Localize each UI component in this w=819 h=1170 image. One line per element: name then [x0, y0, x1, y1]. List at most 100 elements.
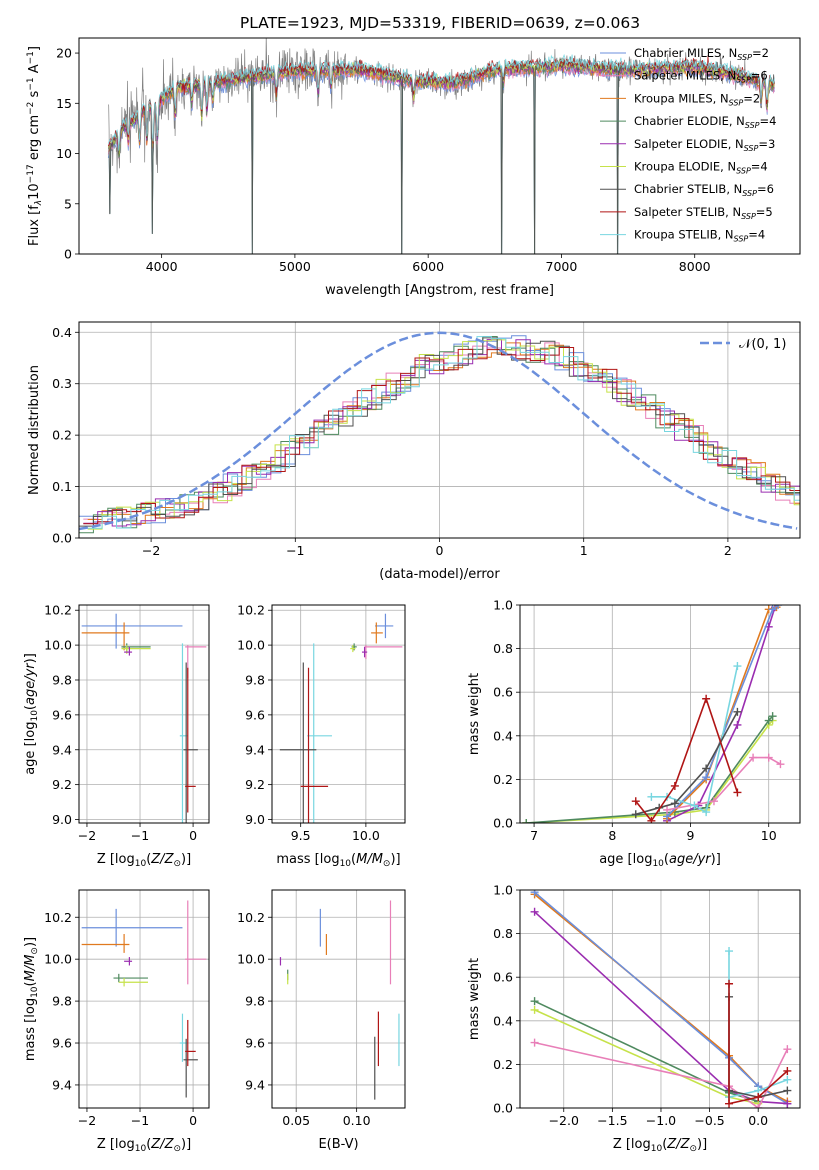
y-tick-label: 0.8	[493, 926, 513, 941]
weight-marker	[733, 707, 742, 716]
spectrum-plot-area	[107, 38, 775, 254]
axes-frame	[519, 889, 801, 1109]
histogram-kroupa-stelib	[87, 336, 800, 529]
x-tick-label: 10	[761, 828, 777, 843]
errorbar-point	[361, 646, 368, 658]
y-axis-label: mass weight	[467, 673, 482, 755]
errorbar-point	[307, 643, 332, 823]
weight-marker	[702, 764, 711, 773]
histogram-kroupa-elodie	[87, 339, 800, 530]
errorbar-point	[121, 643, 151, 653]
y-tick-label: 0.0	[52, 531, 72, 546]
y-tick-label: 0.8	[493, 641, 513, 656]
mass-vs-EBV-panel: 0.05 0.10 9.4 9.6 9.8 10.0 10.2 E(B-V)	[237, 889, 406, 1152]
weight-marker	[702, 773, 711, 782]
axes-frame	[271, 889, 406, 1109]
y-tick-label: 9.4	[245, 742, 265, 757]
y-tick-label: 0	[64, 247, 72, 262]
age-vs-Z-panel: −2 −1 0 9.0 9.2 9.4 9.6 9.8 10.0 10.2 Z [log10(Z/Z…	[23, 603, 210, 869]
weight-line-chabrier-miles	[534, 891, 788, 1105]
y-tick-label: 1.0	[493, 598, 513, 613]
axes-frame	[78, 889, 210, 1109]
y-tick-label: 9.6	[52, 1036, 72, 1051]
y-tick-label: 5	[64, 196, 72, 211]
weight-marker	[702, 808, 711, 817]
weight-marker	[530, 890, 539, 897]
y-tick-label: 9.6	[245, 707, 265, 722]
weight-marker	[530, 1038, 539, 1047]
errorbar-point	[350, 645, 356, 653]
y-axis-label: Normed distribution	[27, 365, 42, 495]
weight-marker	[783, 1086, 792, 1095]
x-tick-label: 0.05	[282, 1113, 310, 1128]
x-axis-label: Z [log10(Z/Z⊙)]	[97, 1137, 191, 1154]
mass-vs-EBV-plot-area	[279, 900, 400, 1100]
y-tick-label: 9.4	[52, 742, 72, 757]
weight-marker	[530, 1005, 539, 1014]
y-tick-label: 0.0	[493, 1101, 513, 1116]
y-tick-label: 9.2	[52, 777, 72, 792]
x-tick-label: 4000	[146, 259, 178, 274]
y-axis-label: mass weight	[467, 958, 482, 1040]
legend-entry: Salpeter MILES, NSSP=6	[634, 69, 768, 85]
weight-marker	[647, 816, 656, 823]
model-line-chabrier-miles	[107, 66, 775, 254]
errorbar-point	[300, 667, 329, 823]
legend-entry: Kroupa STELIB, NSSP=4	[634, 228, 765, 244]
weight-vs-Z-plot-area	[530, 890, 792, 1108]
weight-vs-age-panel: 7 8 9 10 0.0 0.2 0.4 0.6 0.8 1.0 age [log10(age/yr…	[467, 598, 801, 869]
y-tick-label: 0.2	[493, 1057, 513, 1072]
weight-marker	[774, 605, 783, 609]
x-tick-label: −1.5	[597, 1113, 627, 1128]
x-tick-label: −0.5	[694, 1113, 724, 1128]
y-tick-label: 0.0	[493, 816, 513, 831]
errorbar-point	[113, 973, 148, 983]
y-tick-label: 9.6	[52, 707, 72, 722]
errorbar-point	[279, 662, 317, 823]
y-tick-label: 10.0	[237, 952, 265, 967]
errorbar-point	[81, 622, 130, 651]
y-tick-label: 9.8	[52, 994, 72, 1009]
x-tick-label: 9	[687, 828, 695, 843]
y-tick-label: 9.8	[245, 994, 265, 1009]
model-line-kroupa-stelib	[107, 53, 775, 151]
weight-marker	[725, 1099, 734, 1108]
weight-marker	[749, 753, 758, 762]
errorbar-point	[183, 662, 198, 823]
weight-marker	[783, 1075, 792, 1084]
x-tick-label: −1	[286, 543, 304, 558]
x-tick-label: 0	[189, 1113, 197, 1128]
weight-marker	[754, 1104, 763, 1108]
y-tick-label: 10.2	[237, 910, 265, 925]
y-tick-label: 9.2	[245, 777, 265, 792]
weight-vs-Z-panel: −2.0 −1.5 −1.0 −0.5 0.0 0.0 0.2 0.4 0.6 0.8 1.0 Z […	[467, 883, 801, 1154]
x-axis-label: Z [log10(Z/Z⊙)]	[613, 1137, 707, 1154]
legend-entry: Salpeter ELODIE, NSSP=3	[634, 137, 775, 153]
weight-marker	[725, 947, 734, 956]
histogram-chabrier-stelib	[79, 337, 800, 527]
legend-entry: Chabrier STELIB, NSSP=6	[634, 182, 774, 198]
y-tick-label: 0.4	[493, 728, 513, 743]
x-tick-label: 0.10	[343, 1113, 371, 1128]
x-tick-label: 0.0	[748, 1113, 768, 1128]
legend-entry: Chabrier ELODIE, NSSP=4	[634, 114, 776, 130]
legend-entry: Kroupa ELODIE, NSSP=4	[634, 160, 768, 176]
weight-marker	[663, 805, 672, 814]
errorbar-point	[81, 934, 130, 953]
weight-marker	[783, 1045, 792, 1054]
legend-entry: Chabrier MILES, NSSP=2	[634, 46, 769, 62]
weight-marker	[764, 716, 773, 725]
axes-frame	[271, 604, 406, 824]
y-tick-label: 0.2	[52, 428, 72, 443]
errorbar-point	[81, 908, 183, 947]
errorbar-point	[81, 613, 183, 649]
spectrum-legend: Chabrier MILES, NSSP=2 Salpeter MILES, NS…	[600, 46, 776, 244]
errorbar-point	[185, 667, 196, 813]
x-tick-label: 9.5	[291, 828, 311, 843]
errorbar-point	[124, 957, 133, 966]
weight-marker	[631, 810, 640, 819]
x-tick-label: −1	[131, 828, 149, 843]
axes-frame	[78, 604, 210, 824]
weight-line-salpeter-elodie	[534, 911, 788, 1105]
y-tick-label: 0.2	[493, 772, 513, 787]
